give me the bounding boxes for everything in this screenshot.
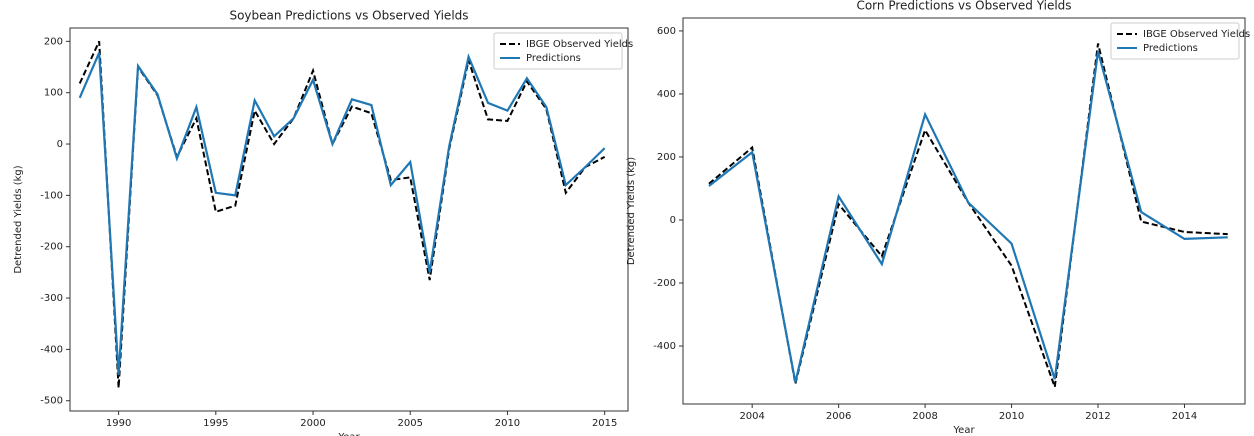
legend: IBGE Observed Yields Predictions [1110, 22, 1250, 60]
series-line [708, 51, 1228, 383]
y-tick-label: -500 [40, 396, 63, 407]
x-axis-label: Year [952, 425, 975, 436]
y-tick-label: -300 [40, 293, 63, 304]
chart: Soybean Predictions vs Observed Yields Ye… [13, 9, 633, 436]
x-tick-label: 2000 [300, 418, 325, 429]
x-tick-label: 2004 [739, 411, 764, 422]
x-tick-label: 1990 [106, 418, 131, 429]
y-tick-label: 200 [657, 152, 676, 163]
chart-title: Soybean Predictions vs Observed Yields [229, 9, 468, 23]
chart: Corn Predictions vs Observed Yields Year D… [626, 0, 1250, 436]
x-tick-label: 2008 [912, 411, 937, 422]
legend-label: IBGE Observed Yields [526, 39, 633, 50]
y-tick-label: 400 [657, 89, 676, 100]
y-tick-label: 0 [670, 215, 676, 226]
x-tick-label: 2010 [999, 411, 1024, 422]
y-tick-label: -400 [653, 341, 676, 352]
y-tick-label: -200 [653, 278, 676, 289]
y-tick-label: 0 [57, 139, 63, 150]
series-line [78, 40, 606, 388]
x-tick-label: 2014 [1172, 411, 1197, 422]
legend-label: IBGE Observed Yields [1143, 29, 1250, 40]
legend-label: Predictions [1143, 43, 1198, 54]
x-tick-label: 2012 [1085, 411, 1110, 422]
chart-title: Corn Predictions vs Observed Yields [856, 0, 1071, 13]
x-tick-label: 2005 [398, 418, 423, 429]
y-axis-label: Detrended Yields (kg) [626, 157, 637, 265]
y-tick-label: 200 [44, 36, 63, 47]
x-tick-label: 2015 [592, 418, 617, 429]
y-tick-label: -100 [40, 190, 63, 201]
y-tick-label: -400 [40, 344, 63, 355]
y-tick-label: -200 [40, 242, 63, 253]
y-tick-label: 100 [44, 88, 63, 99]
x-tick-label: 2006 [826, 411, 851, 422]
series-line [78, 52, 606, 376]
legend-label: Predictions [526, 53, 581, 64]
plot-frame [682, 17, 1246, 405]
y-axis-label: Detrended Yields (kg) [13, 165, 24, 273]
y-tick-label: 600 [657, 26, 676, 37]
x-axis-label: Year [337, 432, 360, 436]
legend-box [1110, 22, 1240, 60]
plot-frame [69, 27, 629, 412]
x-tick-label: 1995 [203, 418, 228, 429]
legend-box [493, 32, 623, 70]
legend: IBGE Observed Yields Predictions [493, 32, 633, 70]
x-tick-label: 2010 [495, 418, 520, 429]
